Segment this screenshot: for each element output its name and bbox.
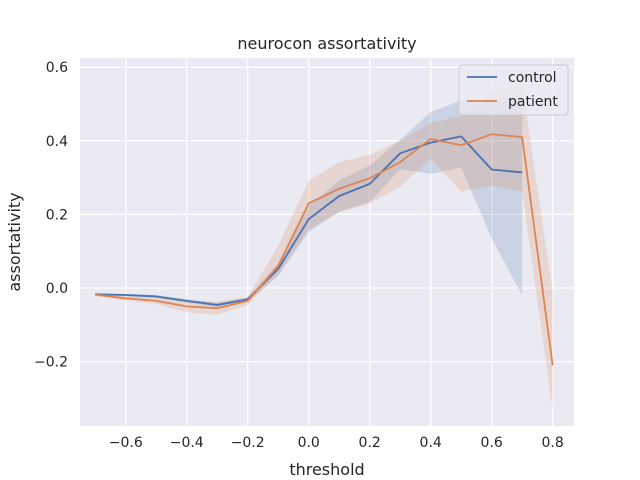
series-line-control [95, 135, 523, 306]
legend-label-patient: patient [508, 94, 558, 110]
x-tick-label: −0.2 [231, 435, 265, 451]
y-tick-label: 0.2 [46, 207, 68, 223]
y-axis-label: assortativity [5, 192, 24, 291]
x-tick-labels: −0.6 −0.4 −0.2 0.0 0.2 0.4 0.6 0.8 [109, 435, 564, 451]
ci-band-patient [95, 84, 553, 410]
ci-band-control [95, 96, 523, 308]
x-tick-label: 0.6 [481, 435, 503, 451]
confidence-bands [95, 84, 553, 410]
y-tick-label: 0.6 [46, 60, 68, 76]
x-tick-label: 0.8 [542, 435, 564, 451]
x-tick-label: 0.4 [420, 435, 442, 451]
chart-title: neurocon assortativity [237, 34, 416, 53]
legend: control patient [458, 64, 569, 116]
y-tick-label: −0.2 [34, 355, 68, 371]
x-tick-label: 0.2 [359, 435, 381, 451]
y-tick-label: 0.0 [46, 281, 68, 297]
y-tick-labels: −0.2 0.0 0.2 0.4 0.6 [34, 60, 68, 370]
x-axis-label: threshold [289, 460, 364, 479]
y-tick-label: 0.4 [46, 134, 68, 150]
grid-lines [80, 58, 574, 426]
legend-label-control: control [508, 70, 557, 86]
x-tick-label: −0.4 [170, 435, 204, 451]
x-tick-label: 0.0 [298, 435, 320, 451]
series-lines [95, 133, 554, 366]
series-line-patient [95, 133, 554, 366]
x-tick-label: −0.6 [109, 435, 143, 451]
